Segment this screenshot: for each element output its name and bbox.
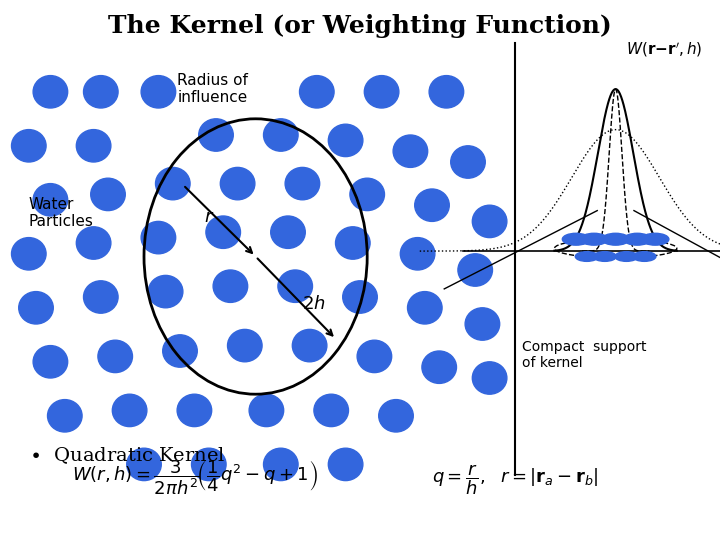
Ellipse shape: [336, 227, 370, 259]
Ellipse shape: [228, 329, 262, 362]
Ellipse shape: [112, 394, 147, 427]
Ellipse shape: [98, 340, 132, 373]
Ellipse shape: [328, 448, 363, 481]
Text: $q=\dfrac{r}{h},\ \ r=|\mathbf{r}_{a}-\mathbf{r}_{b}|$: $q=\dfrac{r}{h},\ \ r=|\mathbf{r}_{a}-\m…: [432, 462, 598, 497]
Ellipse shape: [575, 252, 598, 261]
Text: Compact  support
of kernel: Compact support of kernel: [522, 340, 647, 370]
Ellipse shape: [278, 270, 312, 302]
Ellipse shape: [285, 167, 320, 200]
Ellipse shape: [624, 233, 651, 245]
Ellipse shape: [141, 76, 176, 108]
Ellipse shape: [429, 76, 464, 108]
Ellipse shape: [33, 184, 68, 216]
Ellipse shape: [379, 400, 413, 432]
Ellipse shape: [593, 252, 616, 261]
Ellipse shape: [408, 292, 442, 324]
Text: Water
Particles: Water Particles: [29, 197, 94, 230]
Ellipse shape: [393, 135, 428, 167]
Ellipse shape: [249, 394, 284, 427]
Ellipse shape: [458, 254, 492, 286]
Text: The Kernel (or Weighting Function): The Kernel (or Weighting Function): [108, 14, 612, 37]
Ellipse shape: [472, 362, 507, 394]
Ellipse shape: [415, 189, 449, 221]
Ellipse shape: [580, 233, 608, 245]
Ellipse shape: [192, 448, 226, 481]
Ellipse shape: [615, 252, 638, 261]
Ellipse shape: [206, 216, 240, 248]
Ellipse shape: [141, 221, 176, 254]
Text: $W(r,h)=\dfrac{3}{2\pi h^{2}}\!\left(\dfrac{1}{4}q^{2}-q+1\right)$: $W(r,h)=\dfrac{3}{2\pi h^{2}}\!\left(\df…: [72, 458, 318, 497]
Ellipse shape: [76, 130, 111, 162]
Ellipse shape: [19, 292, 53, 324]
Ellipse shape: [148, 275, 183, 308]
Ellipse shape: [350, 178, 384, 211]
Ellipse shape: [91, 178, 125, 211]
Text: $W(\mathbf{r}\mathbf{-r}^\prime, h)$: $W(\mathbf{r}\mathbf{-r}^\prime, h)$: [626, 40, 702, 59]
Ellipse shape: [33, 76, 68, 108]
Ellipse shape: [264, 119, 298, 151]
Text: Radius of
influence: Radius of influence: [177, 73, 248, 105]
Ellipse shape: [220, 167, 255, 200]
Ellipse shape: [292, 329, 327, 362]
Ellipse shape: [328, 124, 363, 157]
Ellipse shape: [213, 270, 248, 302]
Ellipse shape: [48, 400, 82, 432]
Text: $\bullet$  Quadratic Kernel: $\bullet$ Quadratic Kernel: [29, 446, 225, 466]
Ellipse shape: [12, 238, 46, 270]
Ellipse shape: [84, 281, 118, 313]
Ellipse shape: [300, 76, 334, 108]
Ellipse shape: [314, 394, 348, 427]
Ellipse shape: [177, 394, 212, 427]
Ellipse shape: [602, 233, 629, 245]
Ellipse shape: [422, 351, 456, 383]
Ellipse shape: [642, 233, 669, 245]
Ellipse shape: [84, 76, 118, 108]
Ellipse shape: [472, 205, 507, 238]
Ellipse shape: [562, 233, 590, 245]
Ellipse shape: [199, 119, 233, 151]
Ellipse shape: [271, 216, 305, 248]
Ellipse shape: [451, 146, 485, 178]
Ellipse shape: [357, 340, 392, 373]
Ellipse shape: [343, 281, 377, 313]
Ellipse shape: [12, 130, 46, 162]
Ellipse shape: [633, 252, 656, 261]
Text: $2h$: $2h$: [302, 295, 326, 313]
Ellipse shape: [264, 448, 298, 481]
Ellipse shape: [76, 227, 111, 259]
Ellipse shape: [156, 167, 190, 200]
Ellipse shape: [364, 76, 399, 108]
Text: $r$: $r$: [204, 208, 214, 226]
Ellipse shape: [127, 448, 161, 481]
Ellipse shape: [465, 308, 500, 340]
Ellipse shape: [163, 335, 197, 367]
Ellipse shape: [33, 346, 68, 378]
Ellipse shape: [400, 238, 435, 270]
